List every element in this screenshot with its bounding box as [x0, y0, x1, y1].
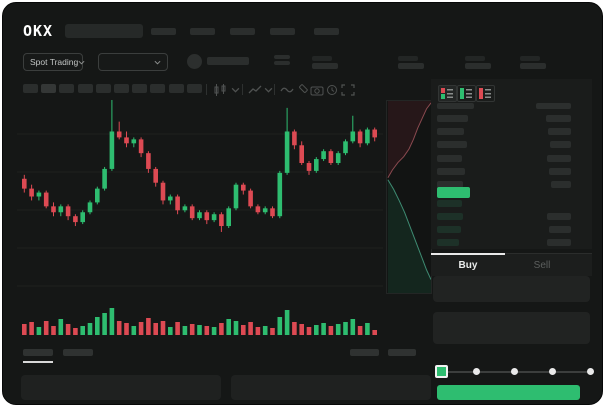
- change-line-placeholder: [274, 55, 290, 59]
- book-col-header-price: [437, 103, 474, 109]
- search-input[interactable]: [65, 24, 143, 38]
- market-type-selector[interactable]: Spot Trading: [23, 53, 85, 71]
- amount-input-placeholder[interactable]: [433, 312, 590, 344]
- timeframe-placeholder[interactable]: [186, 84, 202, 93]
- token-avatar: [187, 54, 202, 69]
- camera-icon[interactable]: [310, 84, 324, 96]
- okx-logo: OKX: [23, 22, 54, 40]
- orders-panel-placeholder: [21, 375, 221, 400]
- ask-amount-bar: [547, 154, 571, 162]
- bid-price-bar[interactable]: [437, 213, 464, 220]
- book-col-header-amount: [536, 103, 571, 109]
- timeframe-placeholder[interactable]: [168, 84, 184, 93]
- ask-price-bar[interactable]: [437, 115, 469, 122]
- chevron-down-icon: [154, 60, 161, 65]
- last-price-badge[interactable]: [437, 187, 470, 198]
- tab-buy[interactable]: Buy: [458, 259, 478, 271]
- chevron-down-icon: [78, 60, 85, 65]
- ask-price-bar[interactable]: [437, 167, 465, 175]
- ask-amount-bar: [551, 181, 571, 188]
- stat-value-placeholder: [520, 63, 546, 69]
- bottom-action-placeholder[interactable]: [388, 349, 416, 356]
- ask-price-bar[interactable]: [437, 128, 465, 136]
- bid-price-bar[interactable]: [437, 200, 462, 207]
- nav-item-placeholder[interactable]: [270, 28, 295, 35]
- stat-value-placeholder: [398, 63, 424, 69]
- bid-amount-bar: [549, 226, 571, 233]
- trade-tabs: Buy Sell: [431, 253, 592, 276]
- bid-price-bar[interactable]: [437, 239, 460, 246]
- timeframe-placeholder[interactable]: [41, 84, 57, 93]
- nav-item-placeholder[interactable]: [314, 28, 339, 35]
- bottom-tab-placeholder[interactable]: [63, 349, 93, 356]
- slider-stop[interactable]: [548, 368, 556, 375]
- ask-price-bar[interactable]: [437, 181, 464, 188]
- volume-chart: [22, 308, 377, 335]
- nav-item-placeholder[interactable]: [151, 28, 176, 35]
- fullscreen-icon[interactable]: [341, 84, 355, 96]
- stat-label-placeholder: [312, 56, 332, 61]
- tab-sell[interactable]: Sell: [533, 259, 551, 271]
- slider-stop[interactable]: [473, 368, 481, 375]
- ask-amount-bar: [546, 115, 571, 122]
- stat-value-placeholder: [312, 63, 338, 69]
- timeframe-placeholder[interactable]: [59, 84, 75, 93]
- stat-label-placeholder: [398, 56, 418, 61]
- active-tab-underline: [431, 253, 505, 255]
- bottom-action-placeholder[interactable]: [350, 349, 379, 356]
- nav-item-placeholder[interactable]: [230, 28, 255, 35]
- chevron-down-icon[interactable]: [231, 84, 240, 96]
- ask-amount-bar: [550, 141, 571, 149]
- timeframe-placeholder[interactable]: [95, 84, 111, 93]
- indicator-wave-icon[interactable]: [280, 84, 294, 96]
- nav-item-placeholder[interactable]: [190, 28, 215, 35]
- line-chart-icon[interactable]: [248, 84, 262, 96]
- stat-value-placeholder: [465, 63, 491, 69]
- draw-pencil-icon[interactable]: [295, 84, 309, 96]
- bid-amount-bar: [547, 239, 571, 246]
- slider-stop[interactable]: [586, 368, 594, 375]
- buy-submit-button[interactable]: [437, 385, 580, 400]
- bottom-tab-placeholder[interactable]: [23, 349, 53, 356]
- ask-amount-bar: [549, 167, 571, 175]
- bid-amount-bar: [547, 213, 571, 220]
- chevron-down-icon[interactable]: [264, 84, 273, 96]
- pair-selector[interactable]: [98, 53, 168, 71]
- order-book-panel: [431, 79, 592, 249]
- price-input-placeholder[interactable]: [433, 276, 590, 302]
- timeframe-placeholder[interactable]: [23, 84, 38, 93]
- timeframe-placeholder[interactable]: [114, 84, 129, 93]
- stat-label-placeholder: [465, 56, 485, 61]
- book-asks-icon[interactable]: [476, 85, 495, 102]
- timeframe-placeholder[interactable]: [132, 84, 148, 93]
- change-line-placeholder: [274, 61, 290, 65]
- active-bottom-tab-underline: [23, 361, 53, 363]
- timeframe-placeholder[interactable]: [77, 84, 93, 93]
- slider-stop[interactable]: [511, 368, 518, 375]
- ask-price-bar[interactable]: [437, 154, 462, 162]
- pair-price-placeholder: [207, 57, 249, 65]
- ask-amount-bar: [547, 128, 571, 136]
- amount-slider-handle[interactable]: [435, 365, 448, 378]
- book-bids-icon[interactable]: [457, 85, 476, 102]
- ask-price-bar[interactable]: [437, 141, 467, 149]
- orders-panel-placeholder: [231, 375, 431, 400]
- stat-label-placeholder: [520, 56, 540, 61]
- clock-icon[interactable]: [325, 84, 339, 96]
- depth-gauge: [386, 100, 432, 294]
- candle-type-icon[interactable]: [213, 84, 227, 96]
- market-type-label: Spot Trading: [30, 57, 79, 67]
- timeframe-placeholder[interactable]: [150, 84, 166, 93]
- bid-price-bar[interactable]: [437, 226, 461, 233]
- candlestick-chart[interactable]: [17, 98, 383, 295]
- book-combined-icon[interactable]: [438, 85, 457, 102]
